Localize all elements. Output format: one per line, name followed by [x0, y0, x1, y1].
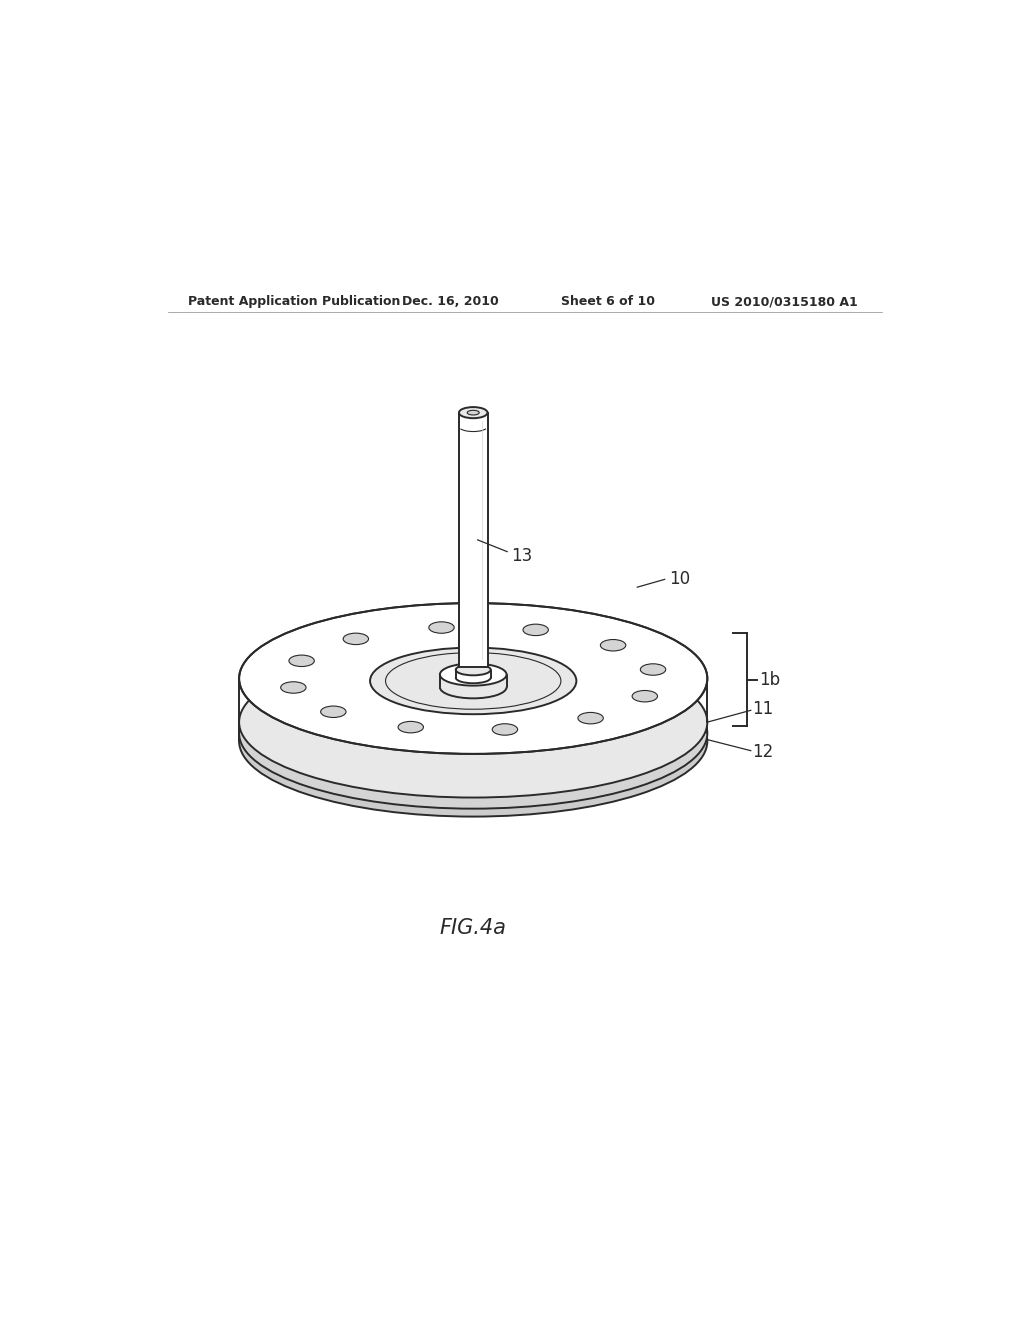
- Text: 11: 11: [753, 701, 774, 718]
- Ellipse shape: [456, 664, 490, 676]
- Ellipse shape: [467, 411, 479, 414]
- Ellipse shape: [281, 681, 306, 693]
- Ellipse shape: [523, 624, 549, 636]
- Text: US 2010/0315180 A1: US 2010/0315180 A1: [712, 296, 858, 308]
- Text: 10: 10: [669, 570, 690, 589]
- Ellipse shape: [429, 622, 455, 634]
- Ellipse shape: [343, 634, 369, 644]
- Ellipse shape: [600, 639, 626, 651]
- Ellipse shape: [240, 657, 708, 809]
- Ellipse shape: [240, 603, 708, 754]
- Text: Sheet 6 of 10: Sheet 6 of 10: [560, 296, 654, 308]
- Ellipse shape: [578, 713, 603, 723]
- Ellipse shape: [493, 723, 517, 735]
- Text: 1b: 1b: [759, 671, 780, 689]
- Text: Patent Application Publication: Patent Application Publication: [187, 296, 400, 308]
- Ellipse shape: [640, 664, 666, 676]
- Ellipse shape: [398, 722, 424, 733]
- Ellipse shape: [240, 665, 708, 817]
- Ellipse shape: [632, 690, 657, 702]
- Ellipse shape: [459, 407, 487, 418]
- Ellipse shape: [240, 647, 708, 797]
- Text: FIG.4a: FIG.4a: [439, 919, 507, 939]
- Ellipse shape: [440, 664, 507, 685]
- Bar: [459, 413, 487, 667]
- Text: Dec. 16, 2010: Dec. 16, 2010: [401, 296, 499, 308]
- Ellipse shape: [321, 706, 346, 718]
- Ellipse shape: [370, 648, 577, 714]
- Text: 12: 12: [753, 743, 774, 760]
- Ellipse shape: [289, 655, 314, 667]
- Text: 13: 13: [511, 546, 532, 565]
